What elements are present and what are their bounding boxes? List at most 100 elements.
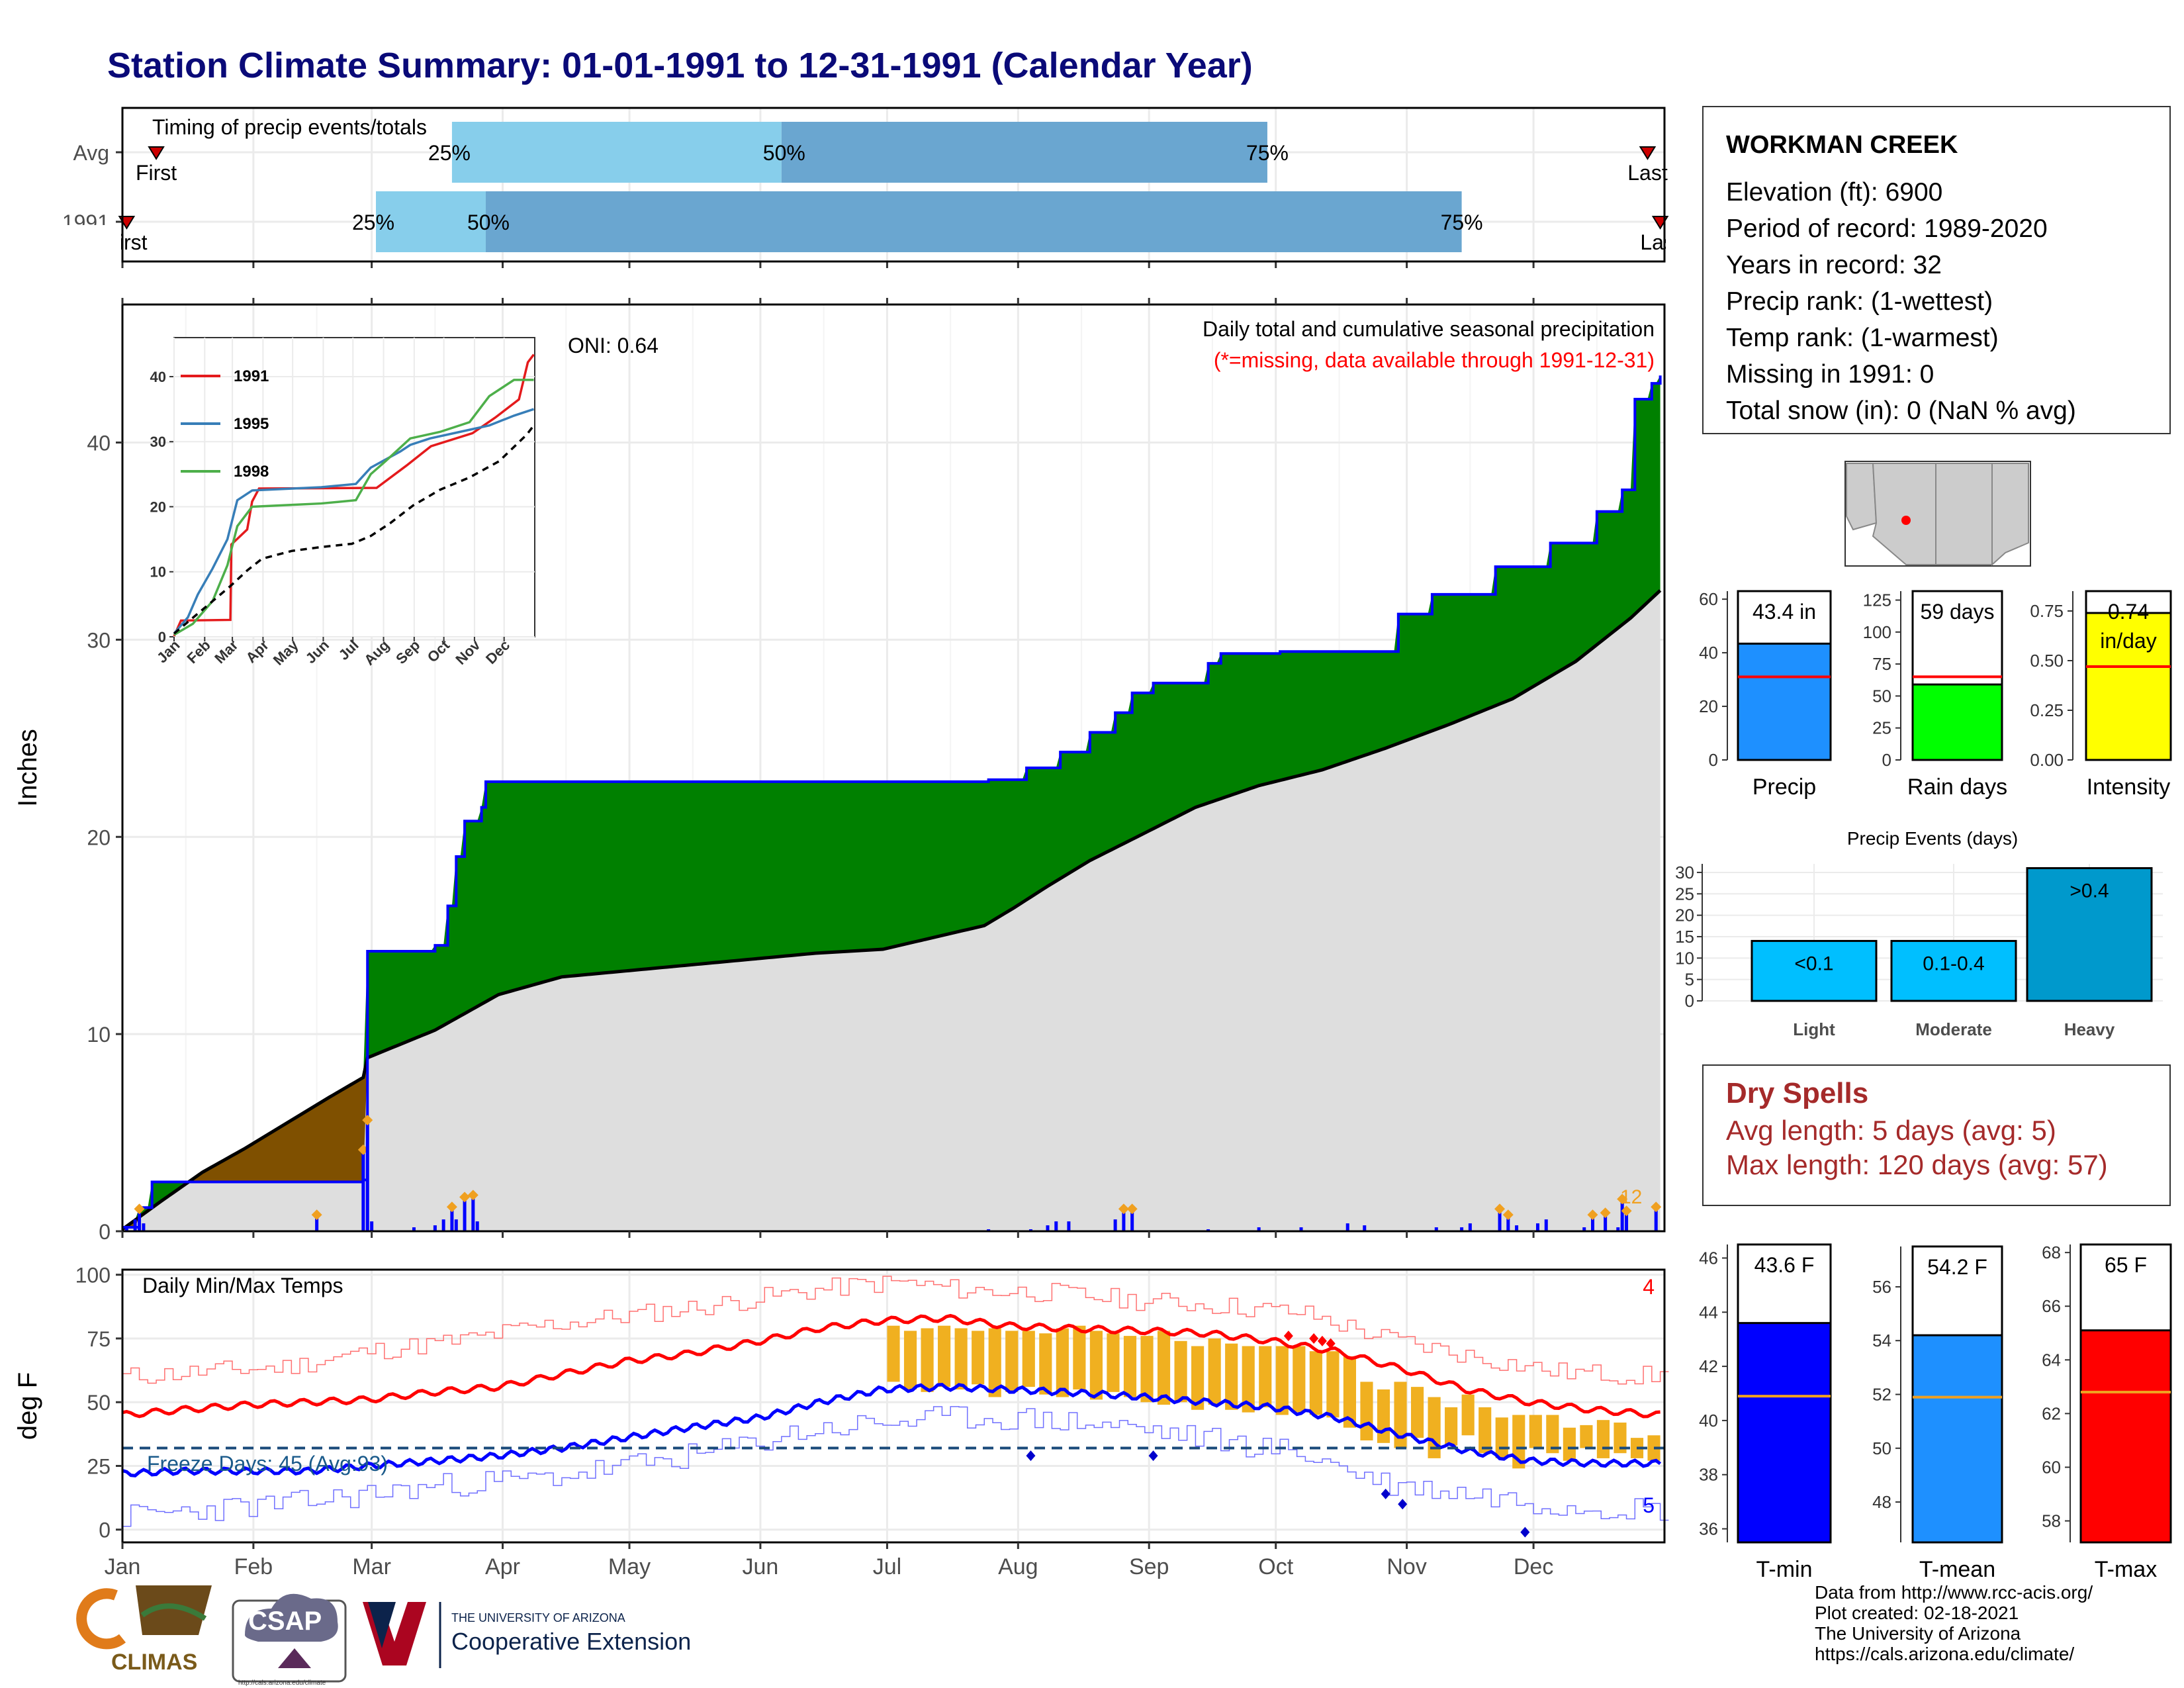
observed-temp-bar bbox=[1360, 1382, 1373, 1440]
observed-cumulative-line bbox=[122, 375, 1662, 1229]
daily-precip-bar bbox=[1468, 1223, 1472, 1231]
daily-precip-marker bbox=[1126, 1203, 1138, 1215]
daily-precip-bar bbox=[475, 1221, 479, 1231]
observed-temp-bar bbox=[1022, 1331, 1035, 1387]
mini-bar-label: 0.74 bbox=[2108, 600, 2149, 624]
temp-x-tick-label: Dec bbox=[1514, 1554, 1553, 1579]
observed-temp-bar bbox=[1056, 1328, 1069, 1397]
daily-precip-bar bbox=[454, 1219, 458, 1231]
observed-temp-bar bbox=[972, 1331, 985, 1385]
mini-y-tick-label: 68 bbox=[2042, 1243, 2061, 1262]
mini-bar-unit: in/day bbox=[2100, 629, 2156, 653]
temp-title: Daily Min/Max Temps bbox=[142, 1274, 343, 1297]
events-y-tick-label: 0 bbox=[1685, 991, 1694, 1011]
events-y-tick-label: 20 bbox=[1675, 906, 1694, 925]
y-tick-label: 20 bbox=[87, 825, 111, 849]
observed-temp-bar bbox=[938, 1325, 951, 1387]
inset-line-1998 bbox=[173, 379, 534, 636]
inset-y-tick-label: 0 bbox=[158, 629, 166, 645]
daily-precip-marker bbox=[1494, 1203, 1506, 1215]
average-max-line bbox=[122, 1313, 1661, 1419]
mini-bar-label: 59 days bbox=[1920, 600, 1994, 624]
mini-bar-title: T-max bbox=[2095, 1557, 2157, 1582]
station-temp-rank: Temp rank: (1-warmest) bbox=[1726, 324, 1999, 352]
observed-temp-bar bbox=[1343, 1356, 1356, 1428]
mini-y-tick-label: 40 bbox=[1699, 1411, 1718, 1430]
observed-temp-bar bbox=[1512, 1415, 1525, 1469]
dry-spells-title: Dry Spells bbox=[1726, 1077, 1869, 1109]
events-y-tick-label: 15 bbox=[1675, 927, 1694, 947]
observed-temp-bar bbox=[1479, 1407, 1492, 1454]
daily-precip-bar bbox=[1046, 1225, 1050, 1231]
daily-precip-bar bbox=[1460, 1227, 1464, 1231]
station-elevation: Elevation (ft): 6900 bbox=[1726, 178, 1943, 207]
daily-precip-bar bbox=[1582, 1227, 1586, 1231]
observed-temp-bar bbox=[1428, 1397, 1441, 1458]
daily-precip-marker bbox=[1600, 1207, 1611, 1219]
mini-bar-title: T-min bbox=[1756, 1557, 1813, 1582]
daily-precip-bar bbox=[142, 1223, 146, 1231]
mini-y-tick-label: 64 bbox=[2042, 1350, 2061, 1370]
csap-url: http://cals.arizona.edu/climate bbox=[238, 1679, 326, 1687]
observed-temp-bar bbox=[1157, 1331, 1171, 1405]
cumulative-panel: 0 10 20 30 40 Inches Daily total and cumulat… bbox=[13, 298, 1666, 1244]
timing-bar-25-50 bbox=[376, 191, 486, 252]
daily-precip-bar bbox=[1625, 1213, 1629, 1231]
events-y-tick-label: 5 bbox=[1685, 970, 1694, 990]
events-y-tick-label: 10 bbox=[1675, 948, 1694, 968]
events-bar-label: <0.1 bbox=[1794, 953, 1833, 974]
events-bar-label: 0.1-0.4 bbox=[1923, 953, 1984, 974]
timing-p50-label: 50% bbox=[763, 141, 805, 165]
y-tick-label: 40 bbox=[87, 432, 111, 455]
ua-logo: THE UNIVERSITY OF ARIZONA Cooperative Ex… bbox=[363, 1602, 691, 1668]
record-cold-marker bbox=[1148, 1450, 1158, 1462]
daily-precip-bar bbox=[1257, 1227, 1261, 1231]
events-bar bbox=[1890, 939, 2017, 1002]
record-hot-marker bbox=[1317, 1335, 1327, 1346]
daily-precip-bar bbox=[1616, 1227, 1620, 1231]
inset-line-avg bbox=[173, 424, 535, 635]
mini-bar-label: 54.2 F bbox=[1927, 1255, 1987, 1279]
timing-row-label: Avg bbox=[73, 141, 109, 165]
daily-precip-bar bbox=[1054, 1221, 1058, 1231]
daily-precip-bar bbox=[1544, 1219, 1548, 1231]
observed-temp-bar bbox=[1614, 1423, 1627, 1454]
mini-y-tick-label: 40 bbox=[1699, 643, 1718, 663]
daily-precip-bar bbox=[1434, 1227, 1438, 1231]
observed-temp-bar bbox=[1461, 1394, 1475, 1436]
station-period: Period of record: 1989-2020 bbox=[1726, 214, 2048, 243]
events-bar bbox=[1751, 939, 1878, 1002]
daily-precip-bar bbox=[365, 1123, 369, 1231]
observed-temp-bar bbox=[1377, 1389, 1390, 1443]
mini-y-tick-label: 125 bbox=[1863, 590, 1891, 610]
mini-y-tick-label: 60 bbox=[2042, 1457, 2061, 1477]
mini-y-tick-label: 48 bbox=[1872, 1492, 1891, 1512]
daily-precip-bar bbox=[1498, 1211, 1502, 1231]
observed-temp-bar bbox=[1073, 1325, 1086, 1389]
timing-p25-label: 25% bbox=[352, 211, 394, 234]
daily-precip-bar bbox=[1122, 1211, 1126, 1231]
daily-precip-marker bbox=[362, 1115, 373, 1126]
mini-y-tick-label: 62 bbox=[2042, 1403, 2061, 1423]
daily-precip-marker bbox=[467, 1190, 478, 1201]
daily-precip-marker bbox=[1651, 1201, 1662, 1213]
cumulative-title: Daily total and cumulative seasonal prec… bbox=[1203, 317, 1655, 341]
observed-temp-bar bbox=[1191, 1346, 1205, 1410]
daily-precip-bar bbox=[1590, 1217, 1594, 1231]
observed-temp-bar bbox=[1107, 1333, 1120, 1392]
mini-bar-value bbox=[1911, 1334, 2003, 1544]
events-category-label: Heavy bbox=[2064, 1019, 2115, 1039]
daily-precip-bar bbox=[370, 1221, 374, 1231]
page-title: Station Climate Summary: 01-01-1991 to 1… bbox=[107, 46, 1253, 85]
credit-university: The University of Arizona bbox=[1815, 1623, 2021, 1644]
daily-precip-marker bbox=[1621, 1205, 1632, 1217]
observed-temp-bar bbox=[903, 1331, 917, 1389]
daily-precip-bar bbox=[441, 1219, 445, 1231]
observed-temp-bar bbox=[1225, 1343, 1238, 1410]
observed-temp-bar bbox=[921, 1328, 934, 1392]
first-event-label: First bbox=[136, 161, 177, 185]
mini-bar-value bbox=[1911, 683, 2003, 761]
mini-bar-value bbox=[2085, 612, 2172, 761]
timing-bar-50-75 bbox=[485, 191, 1462, 252]
